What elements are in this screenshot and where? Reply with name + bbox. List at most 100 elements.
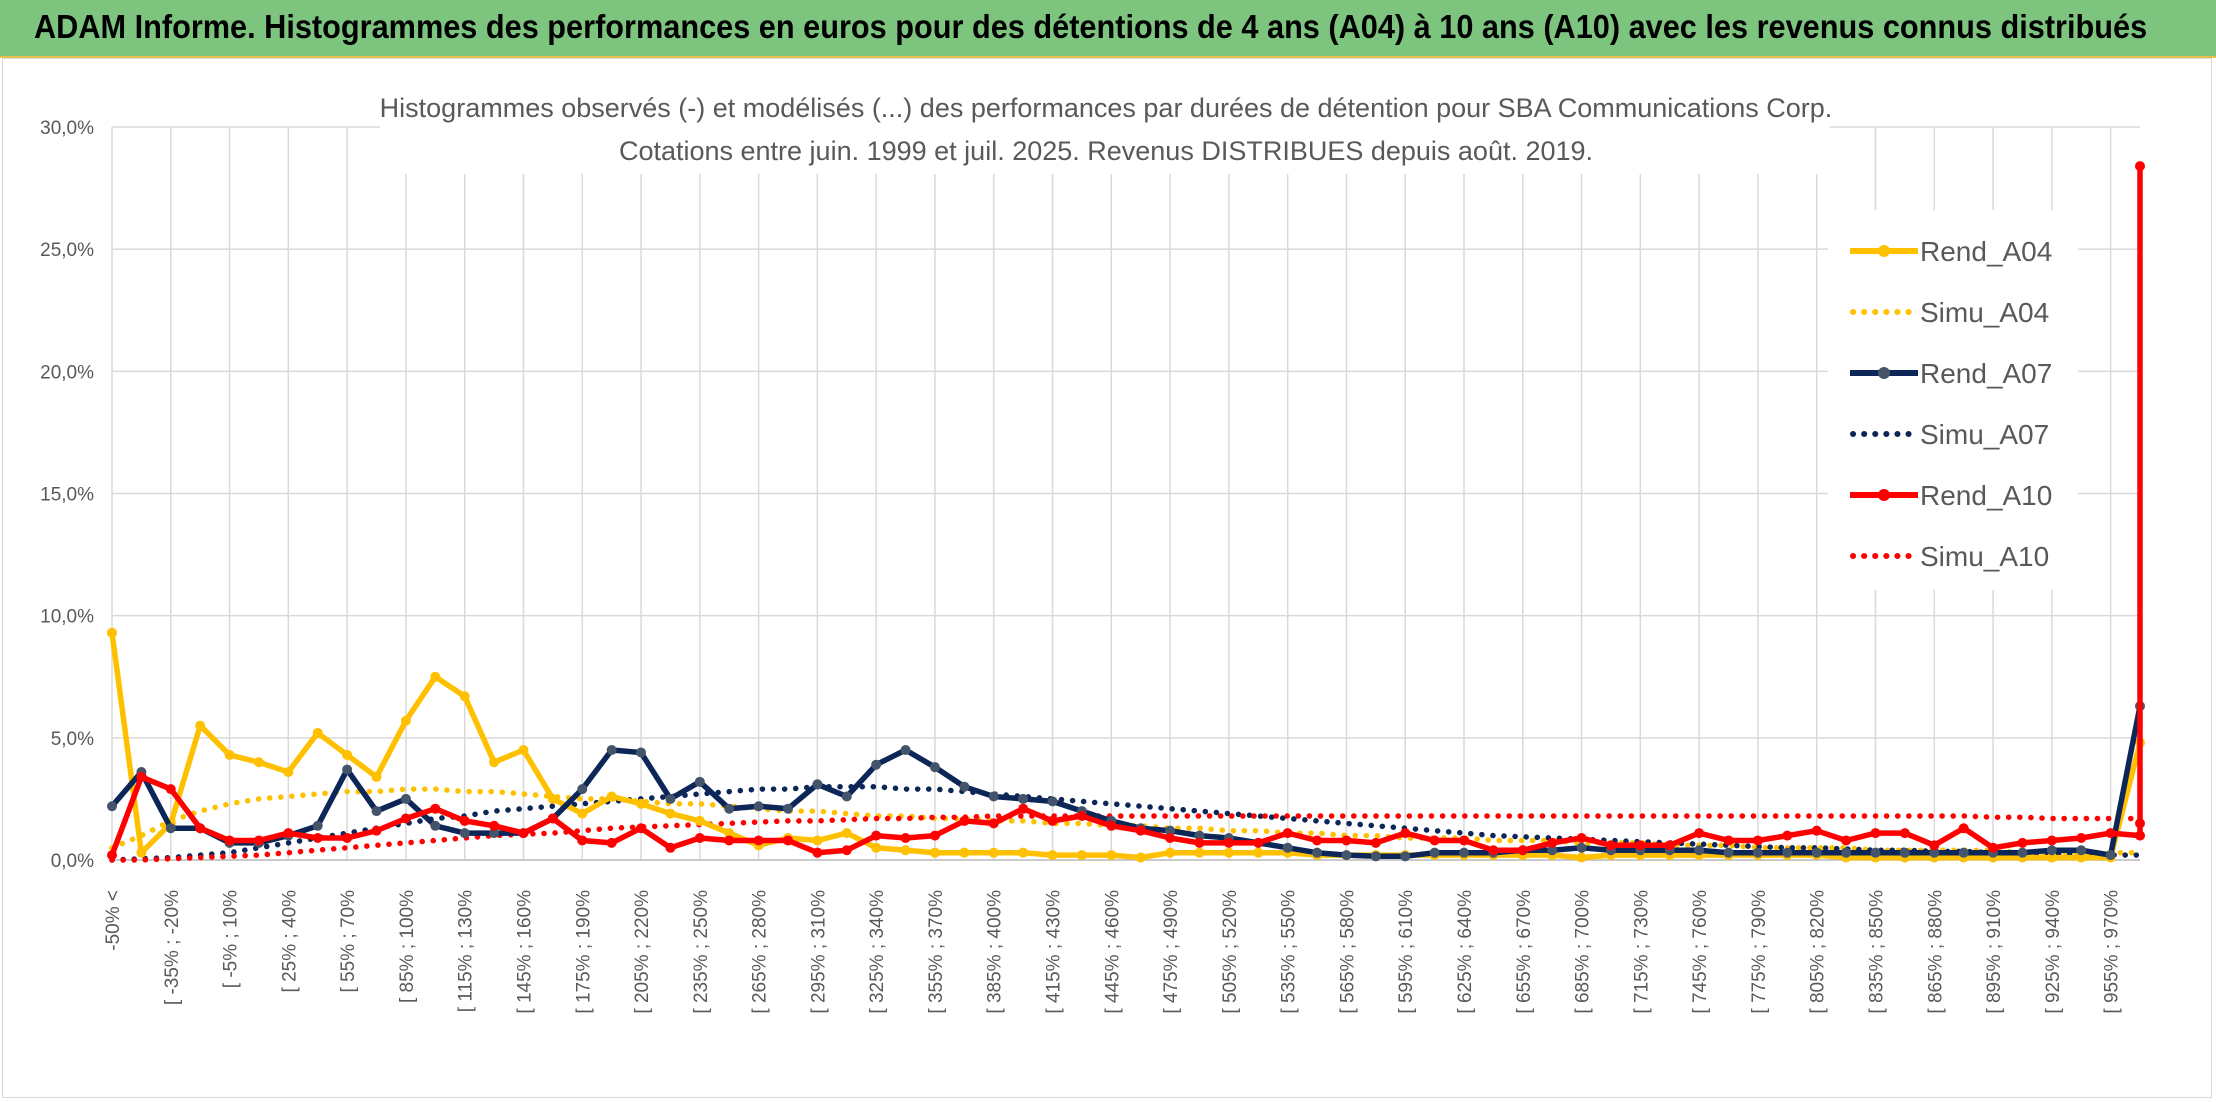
x-tick-label: [ 175% ; 190%	[573, 890, 594, 1014]
x-tick-label: [ 745% ; 760%	[1690, 890, 1711, 1014]
legend-item-Rend_A07: Rend_A07	[1850, 358, 2052, 389]
y-tick-label: 25,0%	[40, 240, 94, 261]
data-point	[577, 808, 588, 819]
header-banner: ADAM Informe. Histogrammes des performan…	[0, 0, 2216, 58]
data-point	[665, 808, 676, 819]
data-point	[253, 835, 264, 846]
data-point	[783, 803, 793, 814]
data-point	[312, 727, 323, 738]
data-point	[1929, 840, 1940, 851]
data-point	[724, 828, 735, 839]
data-point	[430, 820, 441, 831]
data-point	[812, 847, 823, 858]
data-point	[1870, 828, 1881, 839]
data-point	[694, 815, 705, 826]
x-tick-label: [ 895% ; 910%	[1984, 890, 2005, 1014]
data-point	[1664, 840, 1675, 851]
data-point	[2076, 845, 2087, 856]
data-point	[2105, 850, 2116, 861]
data-point	[636, 823, 647, 834]
data-point	[1899, 828, 1910, 839]
data-point	[1400, 851, 1411, 862]
data-point	[1370, 851, 1381, 862]
data-point	[1694, 845, 1705, 856]
data-point	[1135, 825, 1146, 836]
data-point	[988, 791, 999, 802]
series-Simu_A10	[109, 813, 2143, 863]
data-point	[1459, 835, 1469, 846]
x-axis: -50% < [ -35% ; -20% [ -5% ; 10% [ 25% ; 40…	[103, 890, 2123, 1014]
data-point	[489, 828, 500, 839]
x-tick-label: [ 775% ; 790%	[1749, 890, 1770, 1014]
data-point	[459, 815, 470, 826]
data-point	[1576, 842, 1587, 853]
y-tick-label: 10,0%	[40, 607, 94, 628]
data-point	[753, 801, 764, 812]
legend-label: Rend_A04	[1920, 236, 2052, 267]
data-point	[753, 835, 764, 846]
data-point	[812, 835, 823, 846]
data-point	[312, 820, 323, 831]
x-tick-label: [ -5% ; 10%	[221, 890, 242, 988]
x-tick-label: [ 25% ; 40%	[279, 890, 300, 993]
data-point	[312, 833, 323, 844]
data-point	[1576, 833, 1587, 844]
data-point	[1047, 850, 1058, 861]
data-point	[1312, 847, 1323, 858]
data-point	[107, 801, 117, 812]
data-point	[136, 771, 147, 782]
data-point	[2046, 835, 2057, 846]
x-tick-label: [ 925% ; 940%	[2043, 890, 2064, 1014]
data-point	[724, 835, 735, 846]
data-point	[1341, 850, 1352, 861]
data-point	[2017, 847, 2028, 858]
data-point	[929, 830, 940, 841]
data-point	[342, 749, 353, 760]
legend-label: Rend_A10	[1920, 480, 2052, 511]
data-point	[783, 835, 793, 846]
legend-item-Simu_A10: Simu_A10	[1850, 541, 2049, 572]
data-point	[400, 715, 411, 726]
x-tick-label: [ 355% ; 370%	[926, 890, 947, 1014]
x-tick-label: [ 115% ; 130%	[456, 890, 477, 1012]
data-point	[2105, 828, 2116, 839]
x-tick-label: -50% <	[103, 890, 124, 951]
chart-subtitle: Cotations entre juin. 1999 et juil. 2025…	[619, 136, 1593, 166]
data-point	[195, 823, 206, 834]
data-point	[1106, 820, 1117, 831]
data-point	[1253, 837, 1264, 848]
data-point	[1282, 828, 1293, 839]
series-line-Simu_A07	[109, 783, 2143, 863]
data-point	[1253, 847, 1264, 858]
legend-marker	[1878, 367, 1890, 379]
data-point	[636, 798, 647, 809]
x-tick-label: [ 655% ; 670%	[1514, 890, 1535, 1014]
data-point	[1459, 847, 1469, 858]
x-tick-label: [ 865% ; 880%	[1925, 890, 1946, 1014]
data-point	[1194, 837, 1205, 848]
x-tick-label: [ -35% ; -20%	[162, 890, 183, 1005]
data-point	[1547, 845, 1558, 856]
data-point	[577, 835, 588, 846]
data-point	[342, 764, 353, 775]
data-point	[841, 828, 852, 839]
x-tick-label: [ 445% ; 460%	[1102, 890, 1123, 1014]
y-tick-label: 15,0%	[40, 485, 94, 506]
data-point	[1988, 842, 1999, 853]
data-point	[724, 803, 735, 814]
data-point	[1635, 840, 1646, 851]
data-point	[900, 845, 911, 856]
x-tick-label: [ 85% ; 100%	[397, 890, 418, 1003]
x-tick-label: [ 595% ; 610%	[1396, 890, 1417, 1014]
data-point	[1841, 835, 1852, 846]
data-point	[1782, 830, 1793, 841]
data-point	[1282, 842, 1293, 853]
data-point	[694, 833, 705, 844]
x-tick-label: [ 685% ; 700%	[1573, 890, 1594, 1014]
data-point	[1811, 825, 1822, 836]
data-point	[1341, 835, 1352, 846]
data-point	[342, 833, 353, 844]
data-point	[1165, 833, 1176, 844]
data-point	[1547, 837, 1558, 848]
data-point	[1694, 828, 1705, 839]
